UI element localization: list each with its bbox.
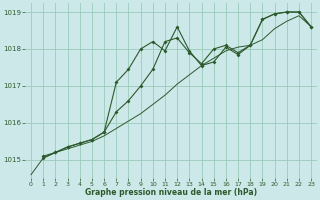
X-axis label: Graphe pression niveau de la mer (hPa): Graphe pression niveau de la mer (hPa) [85,188,257,197]
